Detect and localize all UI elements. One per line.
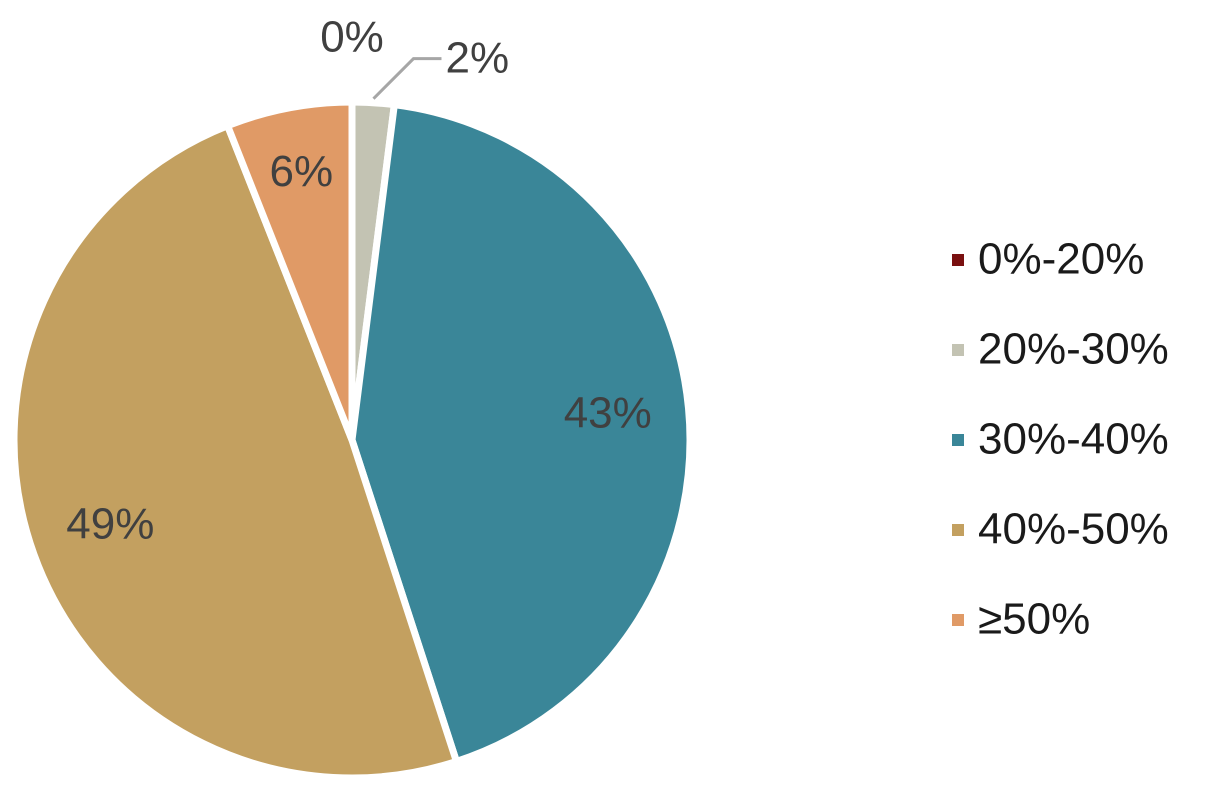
legend-swatch (952, 524, 964, 536)
legend-label: 20%-30% (978, 325, 1169, 374)
legend-label: ≥50% (978, 595, 1090, 644)
legend-label: 40%-50% (978, 505, 1169, 554)
legend-swatch (952, 434, 964, 446)
data-label: 43% (564, 388, 652, 437)
legend-swatch (952, 614, 964, 626)
data-label: 2% (445, 33, 509, 82)
pie-slice (10, 121, 461, 782)
data-label: 0% (320, 13, 384, 62)
pie-slice (348, 100, 694, 766)
data-label: 6% (270, 147, 334, 196)
legend-swatch (952, 254, 964, 266)
legend-label: 0%-20% (978, 235, 1144, 284)
legend-label: 30%-40% (978, 415, 1169, 464)
legend-swatch (952, 344, 964, 356)
pie-slice (223, 98, 356, 442)
leader-line (372, 57, 442, 100)
data-label: 49% (66, 500, 154, 549)
